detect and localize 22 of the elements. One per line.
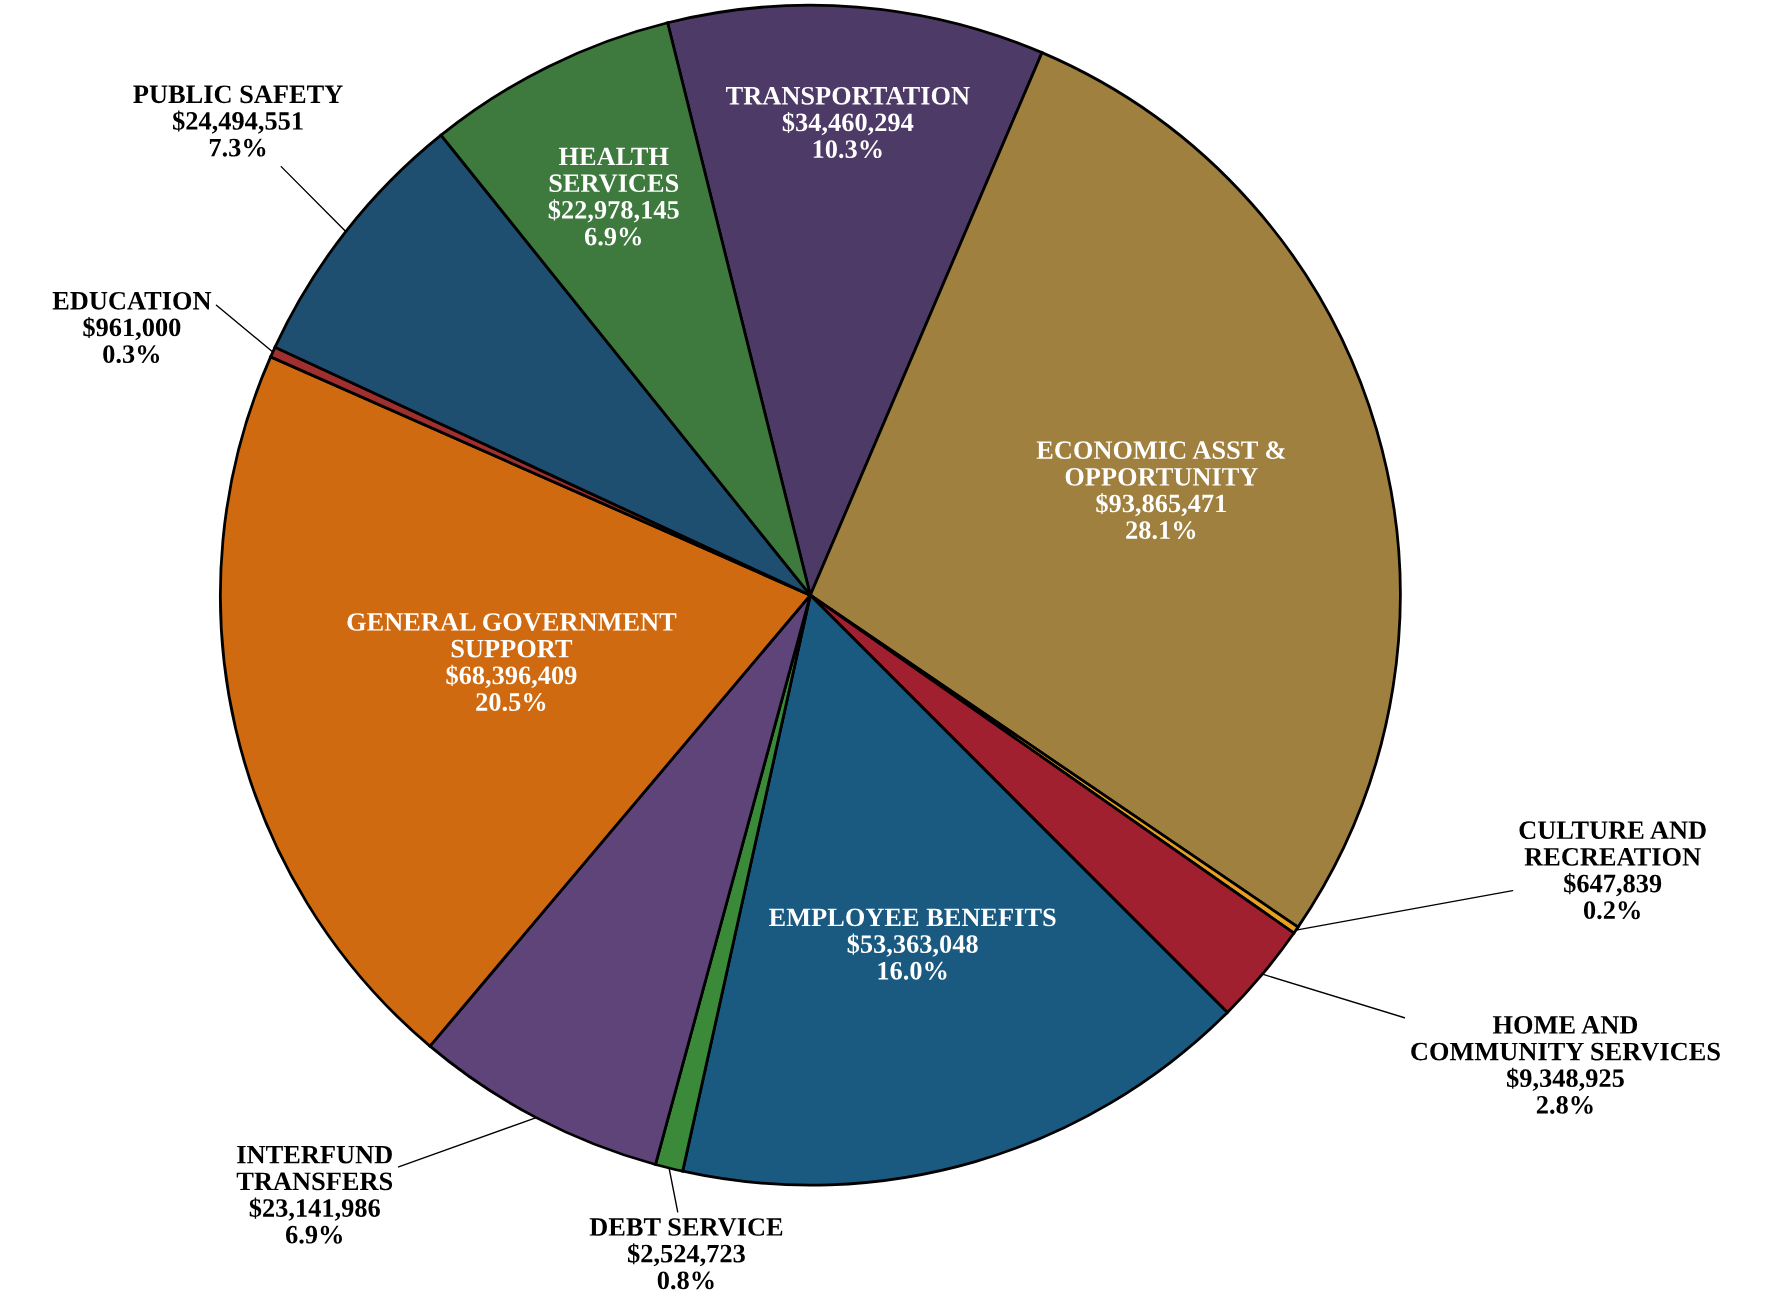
- data-label: $961,000 0.3%: [83, 316, 181, 364]
- slice-label: HEALTH SERVICES: [549, 147, 679, 193]
- slice-label: EDUCATION: [52, 291, 212, 310]
- data-label: $93,865,471 28.1%: [1096, 493, 1226, 540]
- data-label: $647,839 0.2%: [1564, 873, 1662, 920]
- slice-label: EMPLOYEE BENEFITS: [769, 908, 1056, 927]
- data-label: $2,524,723 0.8%: [627, 1243, 745, 1290]
- data-label: $9,348,925 2.8%: [1507, 1067, 1624, 1114]
- slice-label: CULTURE AND RECREATION: [1519, 821, 1706, 866]
- slice-label: INTERFUND TRANSFERS: [236, 1145, 393, 1191]
- slice-label: GENERAL GOVERNMENT SUPPORT: [347, 613, 677, 658]
- slice-label: DEBT SERVICE: [589, 1218, 783, 1237]
- data-label: $53,363,048 16.0%: [847, 933, 978, 980]
- data-label: $68,396,409 20.5%: [446, 664, 577, 712]
- data-label: $24,494,551 7.3%: [173, 110, 303, 157]
- data-label: $22,978,145 6.9%: [548, 199, 679, 246]
- data-label: $34,460,294 10.3%: [782, 111, 914, 159]
- slice-label: ECONOMIC ASST & OPPORTUNITY: [1036, 441, 1286, 486]
- data-label: $23,141,986 6.9%: [249, 1197, 380, 1244]
- slice-label: TRANSPORTATION: [726, 86, 970, 105]
- slice-label: HOME AND COMMUNITY SERVICES: [1411, 1016, 1720, 1061]
- slice-label: PUBLIC SAFETY: [133, 85, 343, 104]
